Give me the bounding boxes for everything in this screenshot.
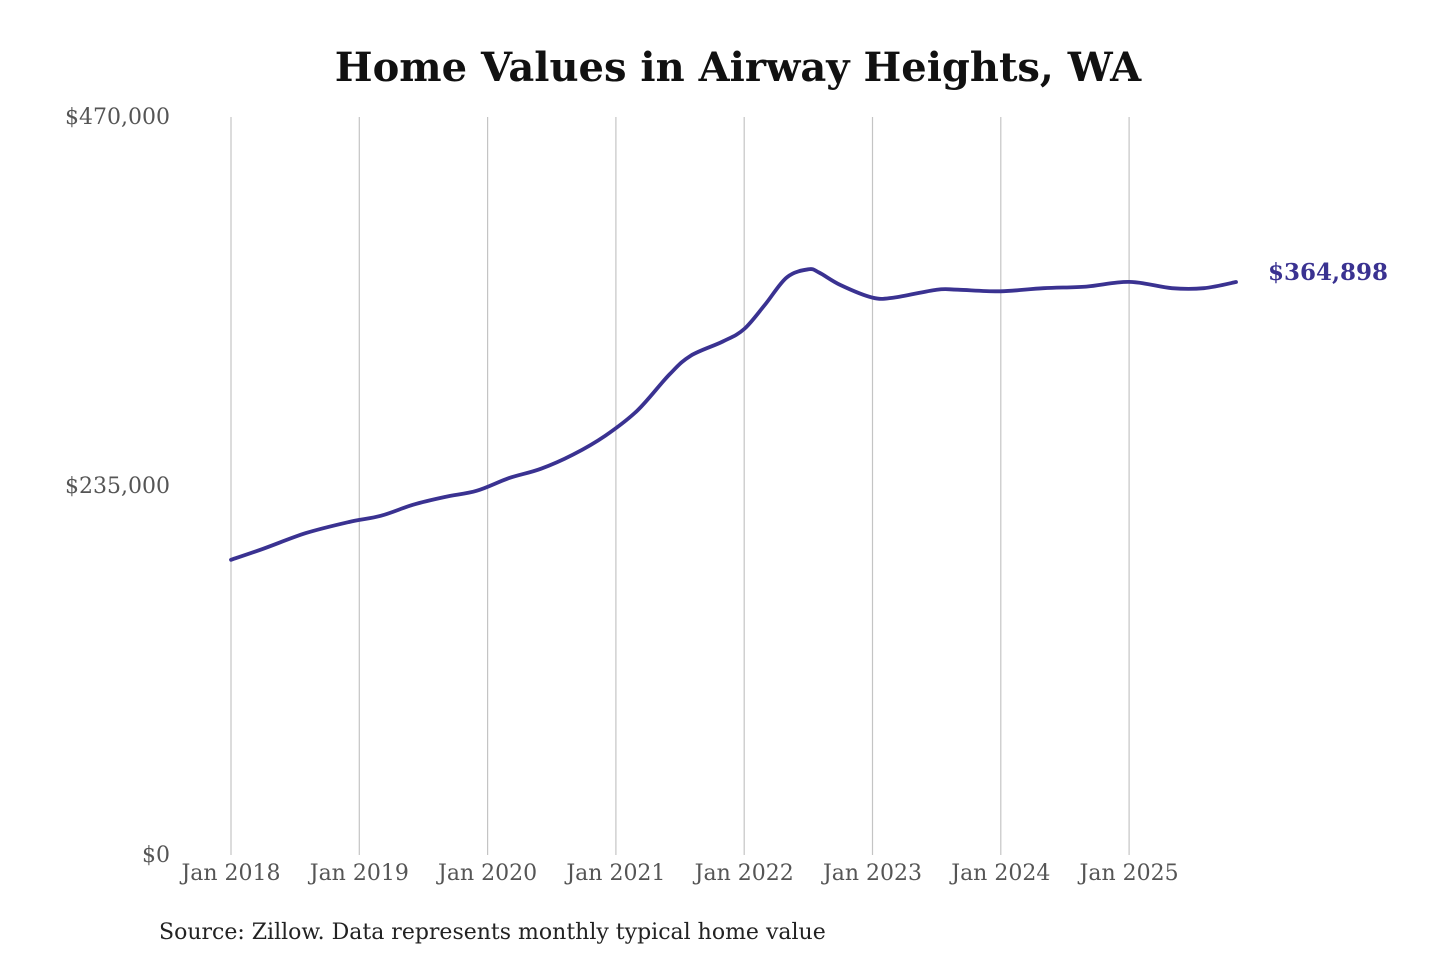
x-tick-label-2025-01: Jan 2025 <box>1078 861 1179 886</box>
source-note: Source: Zillow. Data represents monthly … <box>159 920 826 945</box>
x-tick-label-2021-01: Jan 2021 <box>564 861 665 886</box>
x-tick-label-2023-01: Jan 2023 <box>821 861 922 886</box>
y-axis-tick-labels: $0 $235,000 $470,000 <box>65 105 170 868</box>
latest-value-label: $364,898 <box>1268 259 1388 286</box>
home-value-series-line <box>229 267 1238 562</box>
x-tick-label-2022-01: Jan 2022 <box>693 861 794 886</box>
x-tick-label-2024-01: Jan 2024 <box>949 861 1050 886</box>
y-tick-label-0: $0 <box>142 843 170 868</box>
y-tick-label-235000: $235,000 <box>65 474 170 499</box>
x-tick-label-2018-01: Jan 2018 <box>179 861 280 886</box>
x-tick-label-2019-01: Jan 2019 <box>308 861 409 886</box>
y-tick-label-470000: $470,000 <box>65 105 170 130</box>
vertical-gridlines <box>230 117 1130 855</box>
chart-title: Home Values in Airway Heights, WA <box>335 44 1142 91</box>
x-axis-tick-labels: Jan 2018 Jan 2019 Jan 2020 Jan 2021 Jan 2022… <box>179 861 1178 886</box>
x-tick-label-2020-01: Jan 2020 <box>436 861 537 886</box>
